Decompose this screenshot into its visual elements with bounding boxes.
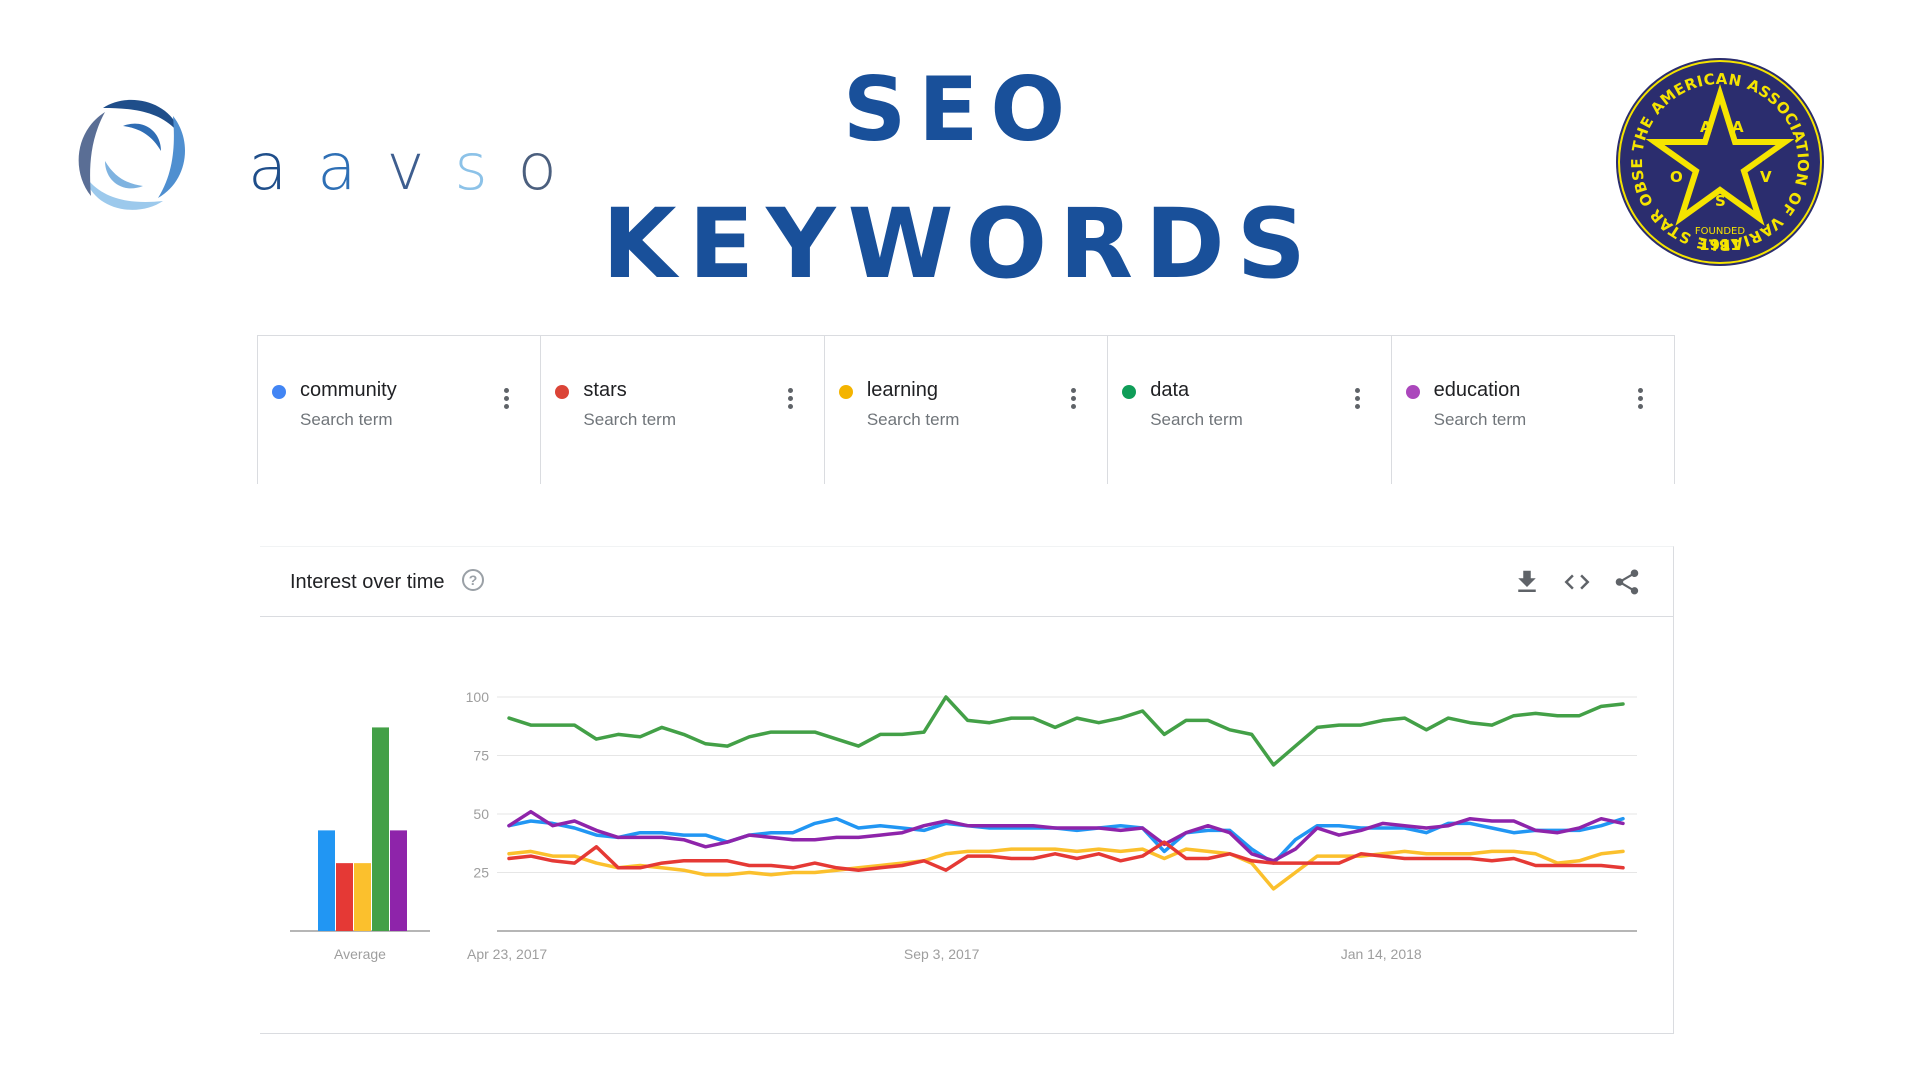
page-title-line-1: SEO [842, 58, 1078, 161]
seal-letter-o: O [1670, 168, 1683, 186]
x-tick-label: Apr 23, 2017 [467, 946, 547, 962]
search-term-name: learning [866, 379, 938, 401]
star-icon [1645, 83, 1795, 226]
interest-chart: 25 50 75 100 Apr 23, 2017 Sep 3, 2017 Jan 14, … [290, 689, 1637, 962]
card-header: Interest over time ? [260, 547, 1673, 617]
search-term-type: Search term [583, 410, 676, 429]
share-icon[interactable] [1612, 567, 1642, 597]
card-title: Interest over time [290, 571, 445, 593]
interest-over-time-card: Interest over time ? 25 50 75 100 Apr 23, 20… [260, 546, 1674, 1034]
x-tick-label: Jan 14, 2018 [1341, 946, 1422, 962]
search-term-type: Search term [300, 410, 393, 429]
more-vert-icon[interactable] [1071, 388, 1077, 410]
average-bar-data [372, 727, 389, 931]
search-term-community[interactable]: community Search term [257, 336, 540, 484]
series-line-stars [507, 840, 1625, 872]
search-term-name: data [1150, 379, 1190, 401]
seal-letter-v: V [1760, 168, 1772, 186]
series-color-dot [1405, 385, 1420, 399]
aavso-seal-logo: THE AMERICAN ASSOCIATION OF VARIABLE STA… [1614, 56, 1824, 266]
series-line-data [507, 695, 1625, 767]
average-bar-community [318, 830, 335, 931]
search-term-name: stars [583, 379, 627, 401]
more-vert-icon[interactable] [787, 388, 794, 410]
search-term-name: education [1433, 379, 1521, 401]
aavso-logo: aavso [48, 86, 557, 226]
more-vert-icon[interactable] [1354, 388, 1361, 410]
series-color-dot [272, 385, 286, 399]
y-tick-label: 100 [466, 689, 490, 705]
seal-circle [1616, 58, 1824, 266]
search-term-type: Search term [1433, 410, 1527, 429]
aavso-wordmark: aavso [248, 131, 587, 205]
search-term-learning[interactable]: learning Search term [823, 336, 1107, 484]
embed-code-icon[interactable] [1562, 567, 1592, 597]
swirl-logo-icon [78, 99, 185, 210]
series-color-dot [1122, 385, 1137, 399]
more-vert-icon[interactable] [504, 388, 510, 410]
x-tick-label: Sep 3, 2017 [904, 946, 980, 962]
seal-letter-s: S [1715, 192, 1726, 210]
seal-founded: FOUNDED [1695, 226, 1745, 237]
search-term-name: community [300, 379, 397, 401]
seal-year: 1911 [1699, 236, 1741, 254]
more-vert-icon[interactable] [1638, 388, 1644, 410]
search-term-data[interactable]: data Search term [1107, 336, 1390, 484]
series-line-education [507, 809, 1625, 863]
search-term-stars[interactable]: stars Search term [540, 336, 823, 484]
y-tick-label: 50 [473, 806, 489, 822]
series-color-dot [555, 385, 570, 399]
search-terms-bar: community Search term stars Search term … [257, 335, 1676, 484]
series-line-learning [507, 847, 1625, 891]
series-color-dot [838, 385, 853, 399]
search-term-education[interactable]: education Search term [1390, 336, 1676, 484]
average-bar-stars [336, 863, 353, 931]
search-term-type: Search term [866, 410, 960, 429]
seal-letter-a1: A [1700, 118, 1712, 136]
download-icon[interactable] [1512, 567, 1542, 597]
average-bar-learning [354, 863, 371, 931]
average-label: Average [334, 946, 386, 962]
search-term-type: Search term [1150, 410, 1243, 429]
help-circle-icon[interactable]: ? [462, 569, 484, 591]
seal-letter-a2: A [1732, 118, 1744, 136]
y-tick-label: 25 [473, 865, 489, 881]
average-bar-education [390, 830, 407, 931]
page-title-line-2: KEYWORDS [602, 188, 1318, 300]
y-tick-label: 75 [473, 748, 489, 764]
